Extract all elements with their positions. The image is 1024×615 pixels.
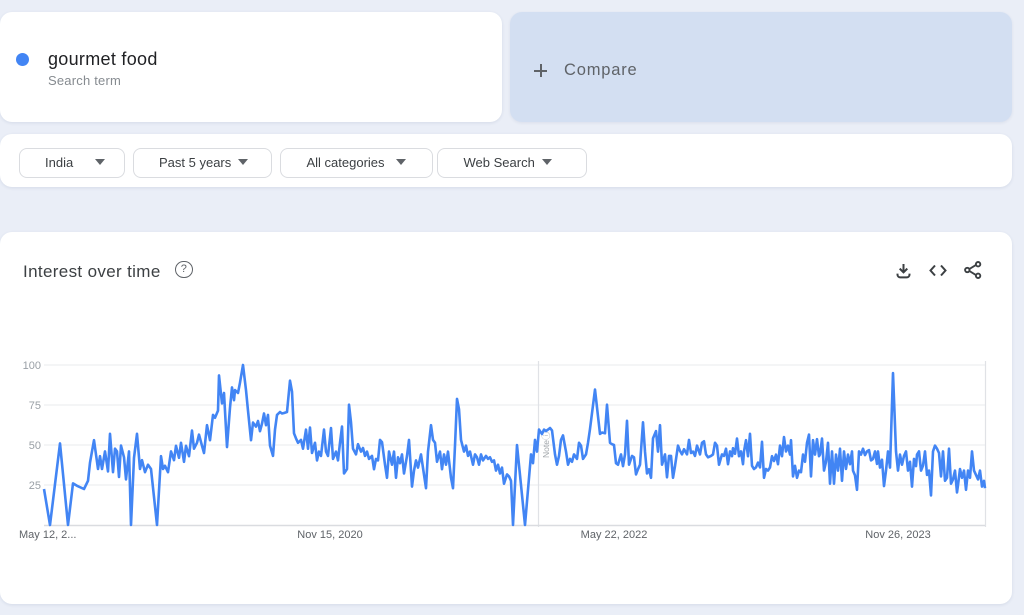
svg-text:100: 100 <box>23 360 41 372</box>
svg-text:Nov 26, 2023: Nov 26, 2023 <box>865 529 930 541</box>
svg-text:25: 25 <box>29 480 41 492</box>
svg-text:Nov 15, 2020: Nov 15, 2020 <box>297 529 362 541</box>
svg-text:May 12, 2...: May 12, 2... <box>19 529 76 541</box>
svg-text:75: 75 <box>29 400 41 412</box>
svg-text:50: 50 <box>29 440 41 452</box>
svg-text:May 22, 2022: May 22, 2022 <box>581 529 648 541</box>
svg-text:Noteⓘ: Noteⓘ <box>541 431 551 458</box>
